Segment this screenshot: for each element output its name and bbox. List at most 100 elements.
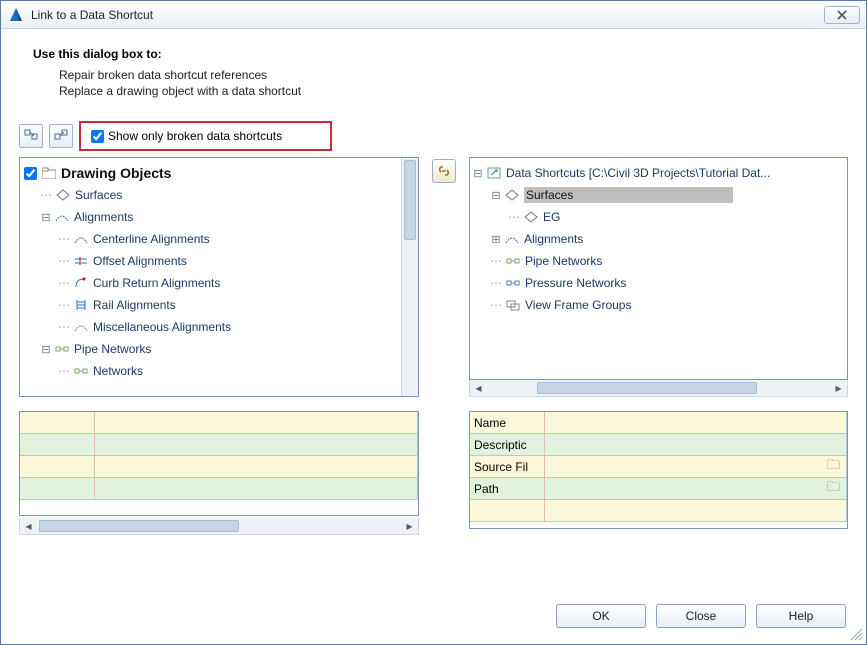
grid-row-description: Descriptic — [470, 434, 847, 456]
tree-item-surfaces[interactable]: ⋯ Surfaces — [22, 184, 399, 206]
grid-row — [20, 478, 418, 500]
tree-item-curb[interactable]: ⋯ Curb Return Alignments — [22, 272, 399, 294]
prop-value-browse[interactable]: 🗀 — [545, 456, 847, 477]
tree-label: Rail Alignments — [93, 298, 176, 312]
tree-item-surfaces-selected[interactable]: ⊟ Surfaces — [472, 184, 845, 206]
tree-label: Offset Alignments — [93, 254, 187, 268]
collapse-icon[interactable]: ⊟ — [40, 211, 52, 224]
prop-value[interactable] — [545, 434, 847, 455]
toolbar: Show only broken data shortcuts — [19, 121, 848, 151]
scroll-track[interactable] — [487, 380, 830, 396]
grid-row-name: Name — [470, 412, 847, 434]
left-properties-grid[interactable] — [19, 411, 419, 516]
close-button[interactable] — [824, 6, 860, 24]
tree-item-eg[interactable]: ⋯ EG — [472, 206, 845, 228]
dialog-window: Link to a Data Shortcut Use this dialog … — [0, 0, 867, 645]
intro-line-2: Replace a drawing object with a data sho… — [59, 83, 848, 99]
grid-row — [20, 434, 418, 456]
pipe-icon — [505, 253, 521, 269]
scroll-right-icon[interactable]: ▸ — [830, 381, 847, 396]
tree-label: Centerline Alignments — [93, 232, 210, 246]
show-broken-label: Show only broken data shortcuts — [108, 129, 282, 143]
left-vertical-scrollbar[interactable] — [401, 158, 418, 396]
drawing-objects-tree[interactable]: Drawing Objects ⋯ Surfaces ⊟ Alignments — [19, 157, 419, 397]
scroll-track[interactable] — [37, 518, 401, 534]
right-properties-grid[interactable]: Name Descriptic Source Fil 🗀 Path🗀 — [469, 411, 848, 529]
folder-icon — [41, 165, 57, 181]
grid-cell — [95, 478, 418, 499]
tree-label: Pipe Networks — [525, 254, 602, 268]
link-button[interactable] — [432, 159, 456, 183]
left-horizontal-scrollbar[interactable]: ◂ ▸ — [19, 518, 419, 535]
scroll-left-icon[interactable]: ◂ — [20, 519, 37, 534]
grid-row-path: Path🗀 — [470, 478, 847, 500]
browse-folder-icon[interactable]: 🗀 — [827, 478, 840, 500]
grid-cell — [20, 456, 95, 477]
scroll-left-icon[interactable]: ◂ — [470, 381, 487, 396]
grid-cell — [95, 412, 418, 433]
tree-label: Drawing Objects — [61, 165, 171, 181]
data-shortcuts-tree[interactable]: ⊟ Data Shortcuts [C:\Civil 3D Projects\T… — [469, 157, 848, 380]
prop-label: Source Fil — [470, 456, 545, 477]
collapse-all-button[interactable] — [49, 124, 73, 148]
grid-cell — [545, 500, 847, 521]
grid-cell — [20, 478, 95, 499]
tree-root-drawing-objects[interactable]: Drawing Objects — [22, 162, 399, 184]
scroll-right-icon[interactable]: ▸ — [401, 519, 418, 534]
app-icon — [7, 6, 25, 24]
collapse-icon[interactable]: ⊟ — [490, 189, 502, 202]
tree-label: Pressure Networks — [525, 276, 626, 290]
grid-cell — [95, 456, 418, 477]
expand-icon[interactable]: ⊞ — [490, 233, 502, 246]
ok-button[interactable]: OK — [556, 604, 646, 628]
tree-item-pipe-networks[interactable]: ⊟ Pipe Networks — [22, 338, 399, 360]
show-broken-checkbox[interactable] — [91, 130, 104, 143]
tree-item-alignments[interactable]: ⊟ Alignments — [22, 206, 399, 228]
tree-root-data-shortcuts[interactable]: ⊟ Data Shortcuts [C:\Civil 3D Projects\T… — [472, 162, 845, 184]
tree-label: Alignments — [74, 210, 133, 224]
tree-label: Miscellaneous Alignments — [93, 320, 231, 334]
offset-icon — [73, 253, 89, 269]
scrollbar-thumb[interactable] — [404, 160, 416, 240]
collapse-icon[interactable]: ⊟ — [40, 343, 52, 356]
tree-item-pipe-r[interactable]: ⋯ Pipe Networks — [472, 250, 845, 272]
right-tree-horizontal-scrollbar[interactable]: ◂ ▸ — [469, 380, 848, 397]
view-frame-icon — [505, 297, 521, 313]
window-title: Link to a Data Shortcut — [31, 8, 824, 22]
filter-highlight: Show only broken data shortcuts — [79, 121, 332, 151]
prop-value[interactable] — [545, 412, 847, 433]
prop-value-browse[interactable]: 🗀 — [545, 478, 847, 499]
tree-item-pressure[interactable]: ⋯ Pressure Networks — [472, 272, 845, 294]
intro-heading: Use this dialog box to: — [33, 47, 848, 61]
close-dialog-button[interactable]: Close — [656, 604, 746, 628]
root-checkbox[interactable] — [24, 167, 37, 180]
resize-grip-icon[interactable] — [849, 627, 863, 641]
tree-item-alignments-r[interactable]: ⊞ Alignments — [472, 228, 845, 250]
tree-item-rail[interactable]: ⋯ Rail Alignments — [22, 294, 399, 316]
tree-label: Curb Return Alignments — [93, 276, 220, 290]
surface-icon — [504, 187, 520, 203]
tree-item-offset[interactable]: ⋯ Offset Alignments — [22, 250, 399, 272]
tree-item-vfg[interactable]: ⋯ View Frame Groups — [472, 294, 845, 316]
grid-row — [20, 412, 418, 434]
tree-label: Data Shortcuts [C:\Civil 3D Projects\Tut… — [506, 166, 770, 180]
alignment-icon — [504, 231, 520, 247]
collapse-icon[interactable]: ⊟ — [472, 167, 484, 180]
surface-icon — [55, 187, 71, 203]
tree-label: View Frame Groups — [525, 298, 631, 312]
browse-folder-icon[interactable]: 🗀 — [827, 456, 840, 478]
help-button[interactable]: Help — [756, 604, 846, 628]
alignment-icon — [54, 209, 70, 225]
tree-item-misc[interactable]: ⋯ Miscellaneous Alignments — [22, 316, 399, 338]
grid-row — [20, 456, 418, 478]
tree-item-networks[interactable]: ⋯ Networks — [22, 360, 399, 382]
shortcut-root-icon — [486, 165, 502, 181]
tree-label: Surfaces — [524, 187, 733, 203]
grid-row-empty — [470, 500, 847, 522]
tree-item-centerline[interactable]: ⋯ Centerline Alignments — [22, 228, 399, 250]
misc-icon — [73, 319, 89, 335]
scrollbar-thumb[interactable] — [537, 382, 757, 394]
expand-all-button[interactable] — [19, 124, 43, 148]
pressure-icon — [505, 275, 521, 291]
scrollbar-thumb[interactable] — [39, 520, 239, 532]
